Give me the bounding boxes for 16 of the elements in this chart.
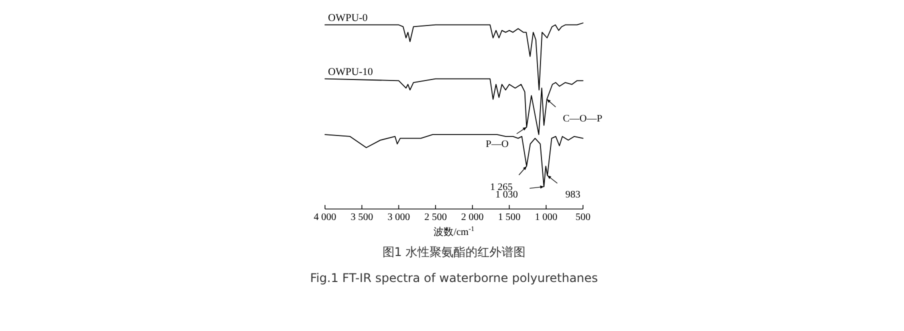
annotation: 983: [565, 190, 580, 201]
text: 图1 水性聚氨酯的红外谱图: [382, 245, 526, 259]
x-tick-label: 500: [576, 212, 590, 223]
annotation: C—O—P: [562, 113, 603, 124]
x-tick-label: 4 000: [314, 212, 336, 223]
x-tick-label: 1 500: [498, 212, 521, 223]
annotation: P—O: [486, 139, 509, 150]
x-tick-label: 2 500: [424, 212, 447, 223]
x-tick-label: 2 000: [461, 212, 484, 223]
x-tick-label: 1 000: [534, 212, 558, 223]
x-tick-label: 3 000: [387, 212, 410, 223]
x-axis-title: 波数/cm$^{-1}$: [434, 225, 475, 238]
x-tick-label: 3 500: [350, 212, 374, 223]
series-label: OWPU-10: [328, 66, 373, 78]
text: Fig.1 FT-IR spectra of waterborne polyurethanes: [310, 271, 598, 285]
series-label: OWPU-0: [328, 12, 368, 24]
